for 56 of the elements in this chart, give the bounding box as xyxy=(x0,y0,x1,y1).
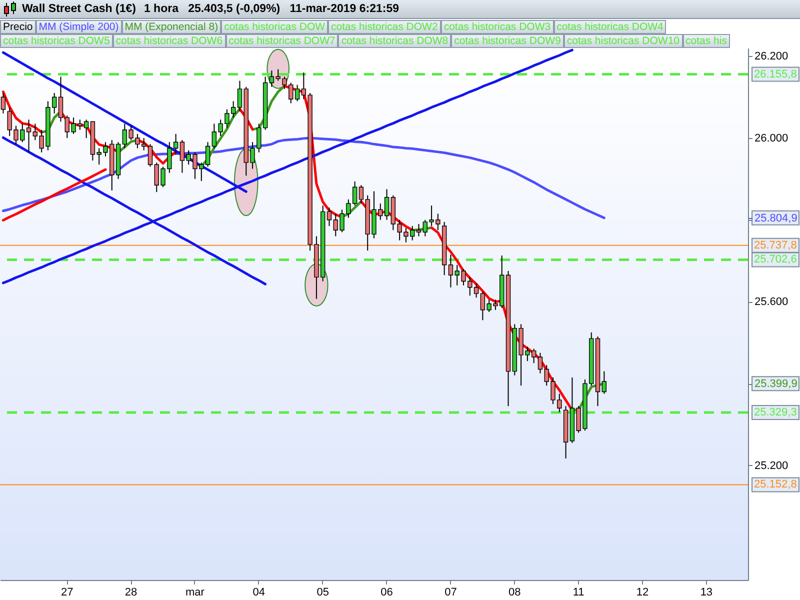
x-tick-label: 13 xyxy=(700,586,713,598)
ref-line-label: 25.329,3 xyxy=(754,406,797,418)
text: cotas historicas DOW7 xyxy=(226,34,338,48)
text: MM (Simple 200) xyxy=(36,20,122,34)
line-series xyxy=(2,48,574,284)
candlestick xyxy=(0,92,6,114)
text: cotas historicas DOW5 xyxy=(0,34,113,48)
text: cotas historicas DOW9 xyxy=(451,34,564,48)
ref-line-label: 26.155,8 xyxy=(754,68,797,80)
text: cotas historicas DOW8 xyxy=(338,34,452,48)
y-tick-label: 25.600 xyxy=(754,296,788,308)
x-tick-label: 12 xyxy=(636,586,649,598)
ref-line-label: 25.152,8 xyxy=(754,478,797,491)
x-tick-label: 06 xyxy=(380,586,393,598)
candlestick xyxy=(58,76,64,122)
x-tick-label: mar xyxy=(186,586,205,598)
text: cotas historicas DOW6 xyxy=(112,34,226,48)
y-tick-label: 25.200 xyxy=(754,460,788,472)
text: cotas historicas DOW10 xyxy=(564,34,683,48)
x-tick-label: 05 xyxy=(316,586,329,598)
x-tick-label: 04 xyxy=(252,586,266,598)
y-tick-label: 26.200 xyxy=(754,50,788,63)
text: MM (Exponencial 8) xyxy=(122,20,222,34)
candlestick xyxy=(602,370,607,394)
x-tick-label: 08 xyxy=(508,586,521,598)
candlestick xyxy=(205,142,210,168)
candlestick xyxy=(358,184,364,204)
candlestick xyxy=(448,254,454,288)
x-tick-label: 07 xyxy=(444,586,457,598)
candlestick xyxy=(384,188,390,220)
candlestick xyxy=(148,144,153,168)
candlestick xyxy=(474,282,479,298)
ref-line-label: 25.737,8 xyxy=(754,239,797,252)
x-tick-label: 11 xyxy=(572,586,584,598)
candlestick xyxy=(269,70,274,88)
x-tick-label: 27 xyxy=(61,586,74,598)
candlestick xyxy=(294,84,300,102)
y-tick-label: 25.399,9 xyxy=(754,378,798,390)
text: cotas historicas DOW xyxy=(221,20,328,34)
legend-label: Precio xyxy=(0,20,36,34)
ref-line-label: 25.702,6 xyxy=(754,254,797,266)
text: cotas historicas DOW4 xyxy=(554,20,666,34)
candlestick xyxy=(237,80,242,112)
candlestick xyxy=(326,207,332,227)
text: cotas his xyxy=(682,34,730,48)
y-tick-label: 25.804,9 xyxy=(754,212,798,224)
text: cotas historicas DOW3 xyxy=(440,20,554,34)
candlestick xyxy=(416,223,422,237)
chart-title: Wall Street Cash (1€) xyxy=(22,3,136,15)
y-tick-label: 26.000 xyxy=(754,132,788,145)
text: cotas historicas DOW2 xyxy=(328,20,441,34)
candlestick xyxy=(538,352,543,374)
x-tick-label: 28 xyxy=(124,586,138,598)
chart-subtitle: 1 hora 25.403,5 (-0,09%) 11-mar-2019 6:21:59 xyxy=(144,3,400,15)
line-series xyxy=(2,168,107,222)
candlestick xyxy=(26,119,32,153)
